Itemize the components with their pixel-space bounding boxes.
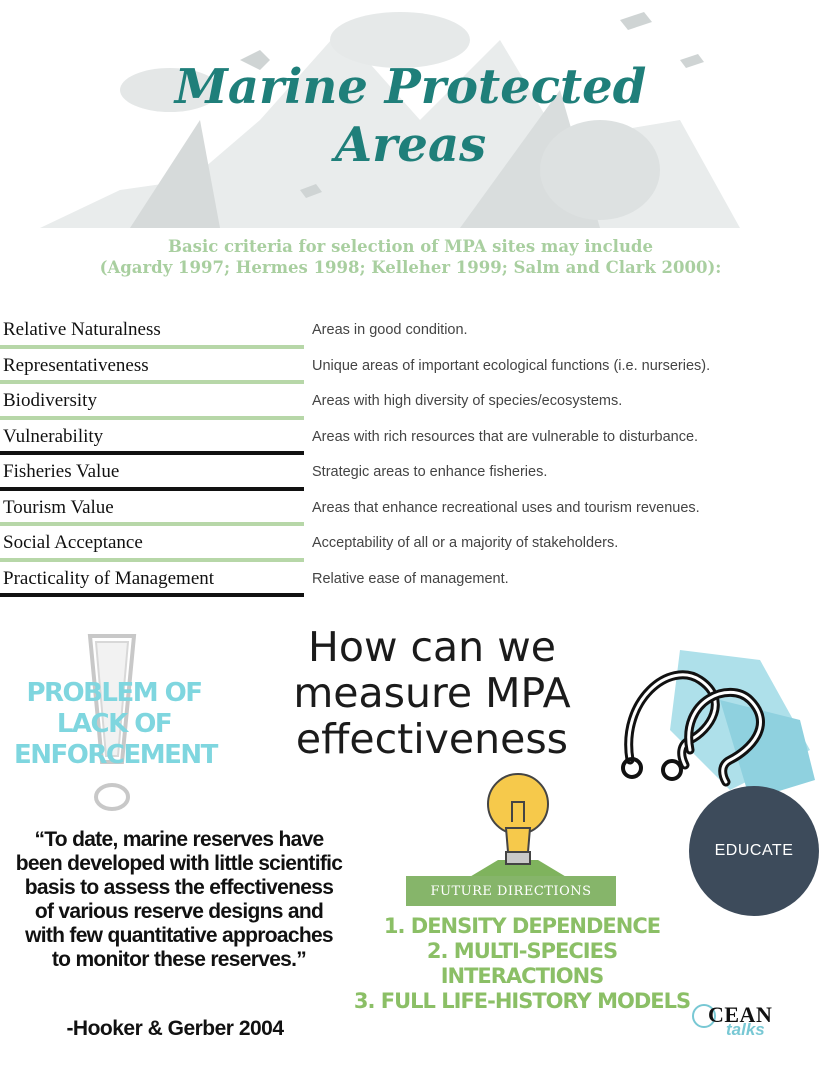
criteria-desc: Acceptability of all or a majority of st… [312, 535, 619, 551]
future-directions-banner: FUTURE DIRECTIONS [406, 876, 616, 906]
criteria-row: Vulnerability Areas with rich resources … [0, 420, 821, 455]
criteria-intro-line-1: Basic criteria for selection of MPA site… [168, 237, 653, 256]
criteria-row: Social Acceptance Acceptability of all o… [0, 526, 821, 562]
logo-o-icon [692, 1004, 716, 1028]
criteria-desc: Areas with high diversity of species/eco… [312, 393, 623, 409]
title-line-2: Areas [334, 117, 487, 173]
criteria-row: Relative Naturalness Areas in good condi… [0, 313, 821, 349]
criteria-table: Relative Naturalness Areas in good condi… [0, 313, 821, 597]
criteria-intro: Basic criteria for selection of MPA site… [0, 236, 821, 278]
logo-talks-text: talks [726, 1020, 765, 1039]
criteria-desc: Relative ease of management. [312, 570, 509, 587]
row-divider [0, 344, 304, 349]
criteria-name: Vulnerability [3, 425, 104, 447]
criteria-row: Tourism Value Areas that enhance recreat… [0, 491, 821, 526]
future-item: 2. MULTI-SPECIES INTERACTIONS [426, 939, 618, 988]
page-title: Marine Protected Areas [0, 58, 821, 174]
criteria-name: Representativeness [3, 354, 149, 376]
row-divider [0, 451, 304, 455]
future-item: 1. DENSITY DEPENDENCE [383, 914, 661, 938]
future-banner-label: FUTURE DIRECTIONS [430, 883, 592, 899]
problem-line-3: ENFORCEMENT [14, 740, 218, 770]
problem-line-2: LACK OF [56, 709, 173, 739]
row-divider [0, 486, 304, 491]
title-line-1: Marine Protected [174, 59, 647, 115]
criteria-desc: Areas in good condition. [312, 322, 468, 338]
criteria-name: Tourism Value [3, 496, 114, 518]
criteria-row: Representativeness Unique areas of impor… [0, 349, 821, 384]
criteria-name: Relative Naturalness [3, 319, 161, 340]
criteria-row: Practicality of Management Relative ease… [0, 562, 821, 597]
criteria-desc: Areas that enhance recreational uses and… [312, 499, 700, 516]
criteria-name: Practicality of Management [3, 567, 215, 589]
criteria-desc: Areas with rich resources that are vulne… [312, 428, 699, 445]
question-marks-icon [621, 650, 815, 800]
problem-line-1: PROBLEM OF [26, 678, 203, 708]
row-divider [0, 380, 304, 384]
logo-ocean-text: CEAN [708, 1002, 773, 1027]
light-bulb-icon [468, 773, 568, 878]
question-line-1: How can we [308, 623, 556, 671]
educate-label: EDUCATE [714, 842, 794, 859]
quote-citation: -Hooker & Gerber 2004 [66, 1017, 284, 1040]
criteria-desc: Strategic areas to enhance fisheries. [312, 464, 548, 480]
criteria-intro-line-2: (Agardy 1997; Hermes 1998; Kelleher 1999… [99, 258, 722, 277]
future-item: 3. FULL LIFE-HISTORY MODELS [353, 989, 691, 1013]
effectiveness-question: How can we measure MPA effectiveness [262, 624, 602, 762]
ocean-talks-logo: CEAN talks [690, 1002, 800, 1044]
row-divider [0, 415, 304, 420]
row-divider [0, 557, 304, 562]
question-line-2: measure MPA [293, 669, 571, 717]
criteria-row: Biodiversity Areas with high diversity o… [0, 384, 821, 420]
educate-badge: EDUCATE [689, 786, 819, 916]
criteria-name: Fisheries Value [3, 461, 120, 482]
criteria-name: Biodiversity [3, 390, 97, 411]
future-directions-list: 1. DENSITY DEPENDENCE 2. MULTI-SPECIES I… [352, 914, 692, 1014]
exclamation-icon [87, 634, 137, 811]
question-line-3: effectiveness [295, 715, 569, 763]
problem-of-enforcement: PROBLEM OF LACK OF ENFORCEMENT [14, 678, 218, 771]
marine-silhouettes-illustration [40, 12, 740, 228]
quote-text: “To date, marine reserves have been deve… [15, 828, 343, 971]
row-divider [0, 593, 304, 597]
criteria-row: Fisheries Value Strategic areas to enhan… [0, 455, 821, 491]
criteria-name: Social Acceptance [3, 532, 143, 553]
row-divider [0, 522, 304, 526]
criteria-desc: Unique areas of important ecological fun… [312, 357, 711, 374]
